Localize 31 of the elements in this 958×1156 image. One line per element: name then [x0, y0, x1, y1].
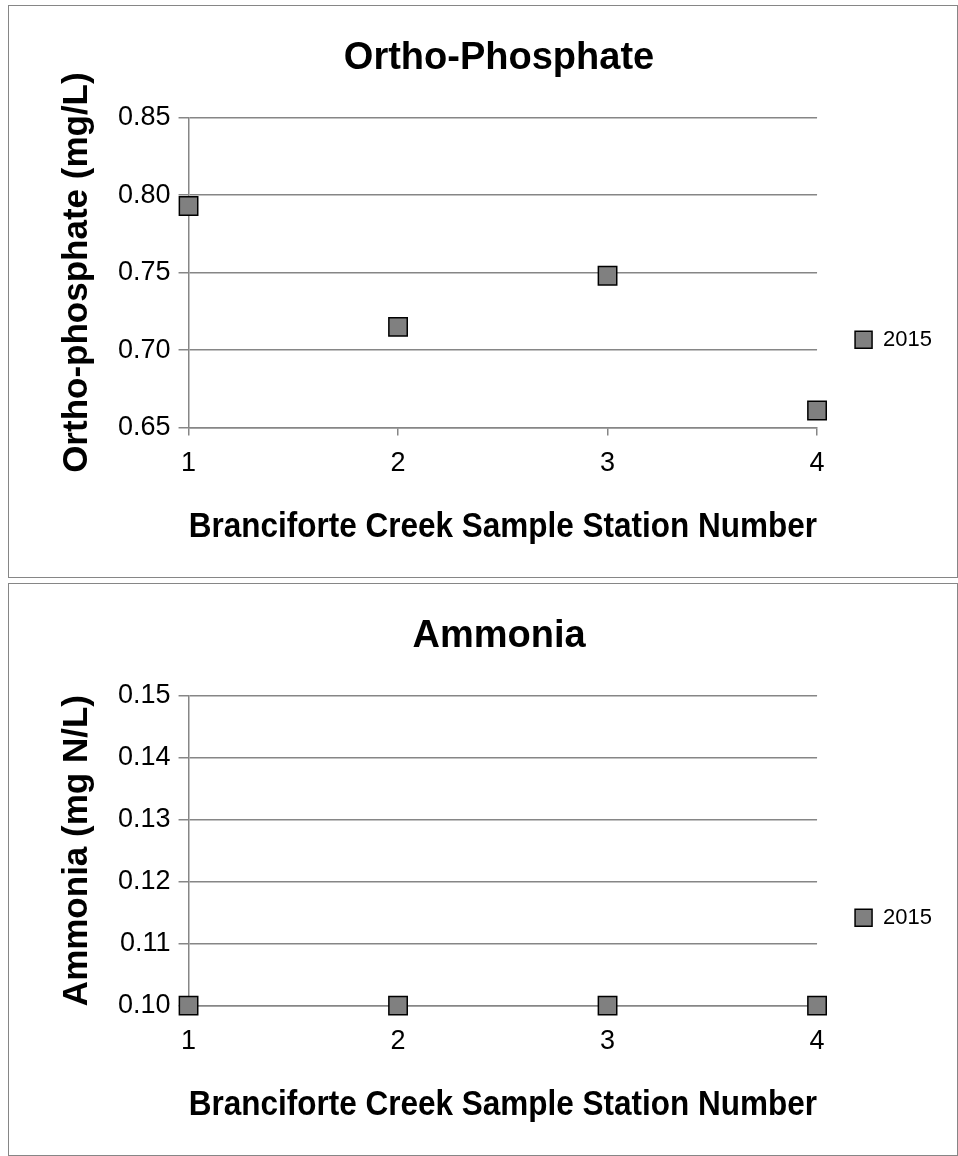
x-tick-label: 4: [809, 1025, 825, 1056]
x-axis-title: Branciforte Creek Sample Station Number: [188, 1083, 817, 1123]
y-tick-label: 0.13: [117, 803, 171, 834]
x-tick-label: 1: [181, 1025, 197, 1056]
y-tick-label: 0.14: [117, 741, 171, 772]
y-tick-label: 0.11: [120, 927, 171, 958]
y-tick-label: 0.80: [117, 178, 171, 209]
legend-label: 2015: [883, 903, 933, 929]
y-tick-label: 0.65: [117, 411, 171, 442]
point: [807, 400, 827, 421]
chart-title: Ortho-Phosphate: [343, 35, 655, 78]
x-tick-label: 1: [181, 447, 197, 478]
point: [388, 316, 408, 337]
y-tick-label: 0.15: [117, 679, 171, 710]
point: [178, 196, 199, 216]
y-tick-label: 0.10: [117, 989, 171, 1020]
y-tick-label: 0.12: [117, 865, 171, 896]
x-tick-label: 2: [390, 1025, 406, 1056]
x-tick-label: 3: [600, 1025, 616, 1056]
x-tick-label: 2: [390, 447, 406, 478]
legend-label: 2015: [883, 325, 933, 351]
y-tick-label: 0.85: [117, 101, 171, 132]
x-tick-label: 3: [600, 447, 616, 478]
point: [597, 265, 618, 286]
x-tick-label: 4: [809, 447, 825, 478]
y-tick-label: 0.75: [117, 256, 171, 287]
y-axis-title: Ammonia (mg N/L): [54, 695, 94, 1007]
y-tick-label: 0.70: [117, 333, 171, 364]
x-axis-title: Branciforte Creek Sample Station Number: [188, 505, 817, 545]
chart-title: Ammonia: [412, 613, 587, 656]
y-axis-title: Ortho-phosphate (mg/L): [54, 72, 94, 473]
